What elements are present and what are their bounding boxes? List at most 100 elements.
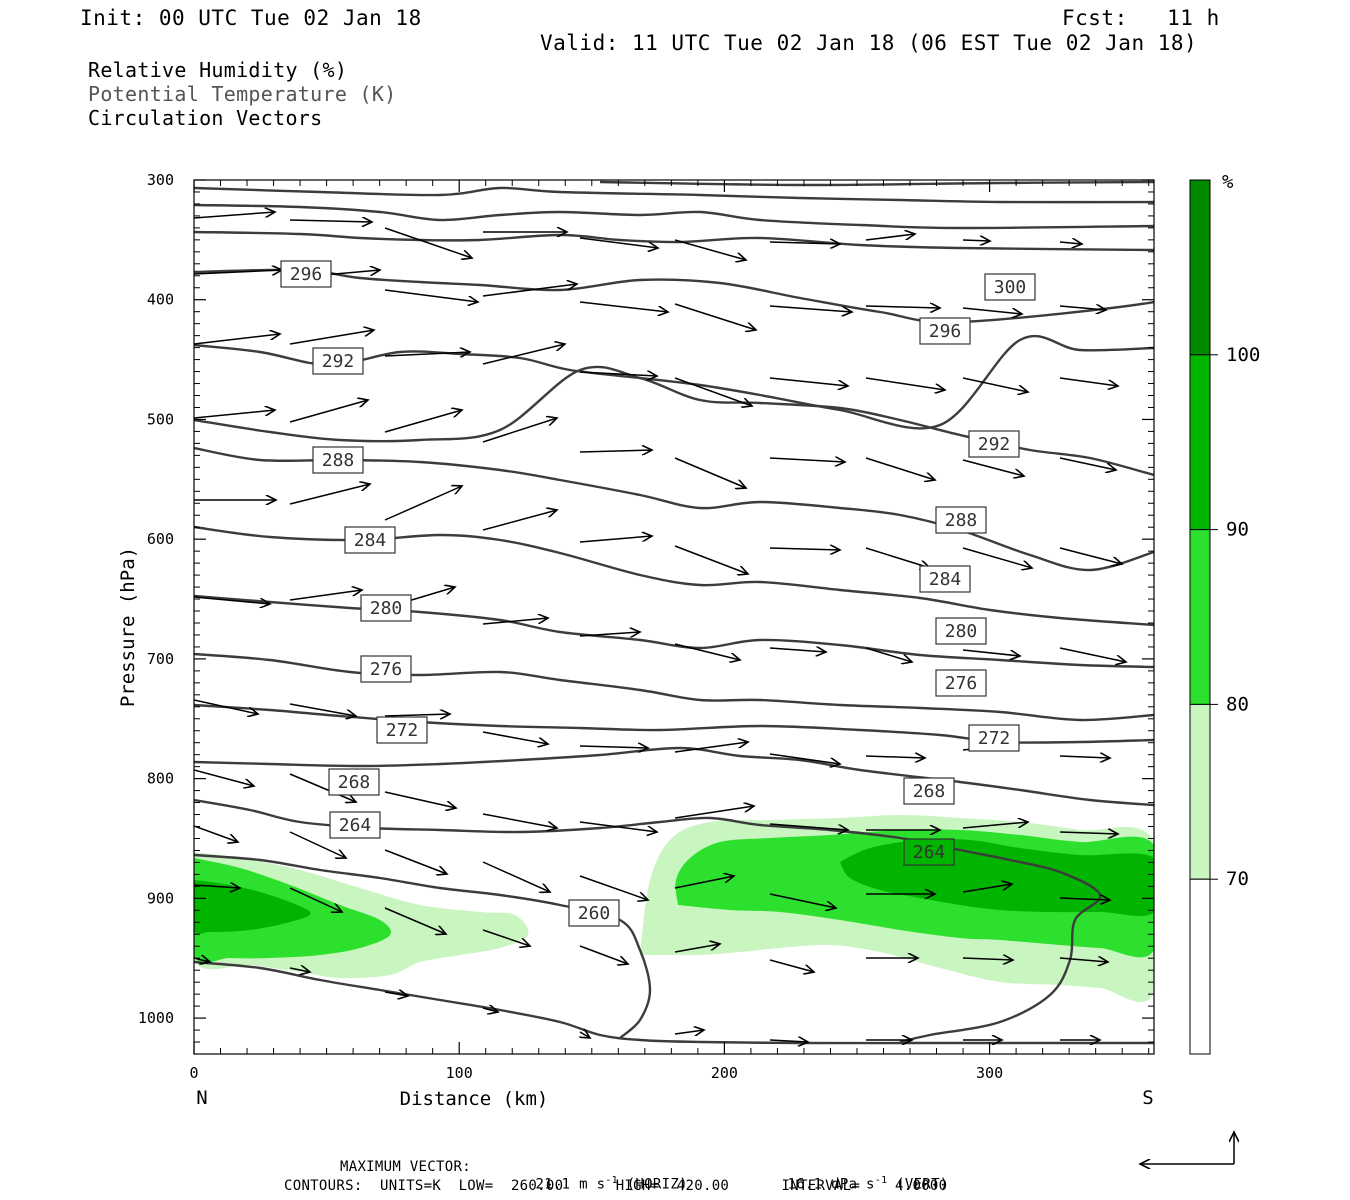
contour-label-280: 280 [360,594,412,622]
contour-label-text: 280 [945,621,978,642]
max-vector-vertical: 16.1 dPa s-1 (VERT) [770,1159,949,1193]
horizontal-tail: (HORIZ) [626,1176,688,1193]
circulation-vector [1059,377,1118,386]
theta-contour-line [194,853,652,1039]
circulation-vector [384,227,472,258]
contour-label-268: 268 [903,777,955,805]
circulation-vector [962,307,1022,314]
circulation-vector [674,944,720,953]
contour-label-box [919,565,971,593]
horizontal-exponent: -1 [605,1175,618,1186]
circulation-vector [962,822,1028,829]
contour-labels: 260 264 264 268 268 272 272 276 276 280 280 284 284 2… [280,260,1036,927]
theta-contour-line [599,180,1154,187]
circulation-vector [384,352,470,356]
theta-contour-line [194,525,1154,627]
circulation-vector [769,753,840,764]
contour-label-box [280,260,332,288]
contour-label-text: 288 [945,510,978,531]
contour-label-276: 276 [935,669,987,697]
circulation-vector [674,239,746,260]
circulation-vector [579,450,652,452]
contour-label-text: 268 [338,772,371,793]
valid-time: Valid: 11 UTC Tue 02 Jan 18 (06 EST Tue … [540,31,1198,55]
contour-label-288: 288 [312,446,364,474]
circulation-vector [769,648,826,652]
theta-contour-line [194,652,1154,722]
circulation-vector [769,377,848,386]
plot-frame [193,179,1155,1055]
circulation-vector [289,220,372,222]
contour-label-text: 296 [290,264,323,285]
forecast-hour: Fcst: 11 h [1062,6,1220,30]
circulation-vector [482,929,530,946]
max-vector-label: MAXIMUM VECTOR: [340,1159,471,1175]
circulation-vectors [194,212,1126,1042]
contour-label-text: 300 [994,277,1027,298]
circulation-vector [482,1008,498,1012]
contour-label-box [344,526,396,554]
circulation-vector [1059,242,1082,244]
contour-label-text: 272 [386,720,419,741]
circulation-vector [962,884,1012,893]
colorbar-segment [1189,354,1211,531]
circulation-vector [482,861,550,892]
circulation-vector [194,885,240,888]
circulation-vector [289,773,356,802]
contour-label-text: 284 [929,569,962,590]
contour-label-text: 272 [978,728,1011,749]
plot-border [193,179,1155,1055]
contour-label-box [984,273,1036,301]
x-tick-label: 200 [711,1064,738,1082]
legend-relative-humidity: Relative Humidity (%) [88,58,348,82]
circulation-vector [482,731,548,744]
contour-label-text: 268 [913,781,946,802]
rh-90-region [194,880,311,935]
contour-label-box [312,347,364,375]
circulation-vector [865,377,945,390]
circulation-vector [194,334,280,345]
x-tick-label: 300 [976,1064,1003,1082]
circulation-vector [384,849,447,874]
circulation-vector [384,410,462,433]
contour-label-box [935,617,987,645]
circulation-vector [769,305,852,312]
circulation-vector [962,958,1013,960]
contour-label-260: 260 [568,899,620,927]
circulation-vector [674,742,748,753]
circulation-vector [962,377,1028,392]
circulation-vector [384,486,462,521]
vertical-exponent: -1 [874,1175,888,1186]
circulation-vector [289,887,342,912]
circulation-vector [289,400,368,423]
y-tick-label: 800 [147,770,174,788]
vertical-value: 16.1 dPa s [787,1176,875,1193]
contour-label-box [903,777,955,805]
circulation-vector [1059,898,1110,900]
contour-label-text: 276 [370,659,403,680]
circulation-vector [482,813,557,828]
circulation-vector [674,643,740,660]
theta-contour-line [194,203,1154,230]
contour-label-292: 292 [312,347,364,375]
colorbar: 100 90 80 70% [1189,171,1260,1055]
contour-label-text: 292 [978,434,1011,455]
circulation-vector [289,968,310,972]
contour-label-272: 272 [376,716,428,744]
circulation-vector [384,791,456,808]
contour-label-264: 264 [329,811,381,839]
north-label: N [196,1087,207,1109]
circulation-vector [769,458,845,462]
contour-label-box [376,716,428,744]
contour-label-box [328,768,380,796]
theta-contour-line [194,230,1154,252]
horizontal-value: 21.1 m s [535,1176,606,1193]
circulation-vector [579,945,628,964]
contour-label-300: 300 [984,273,1036,301]
circulation-vector [1059,647,1126,662]
x-tick-label: 100 [446,1064,473,1082]
axes: 300 400 500 600 700 800 900 1000 0 100 200 300 Dista… [117,171,1154,1110]
circulation-vector [865,306,940,308]
y-tick-label: 900 [147,889,174,907]
circulation-vector [194,270,282,274]
